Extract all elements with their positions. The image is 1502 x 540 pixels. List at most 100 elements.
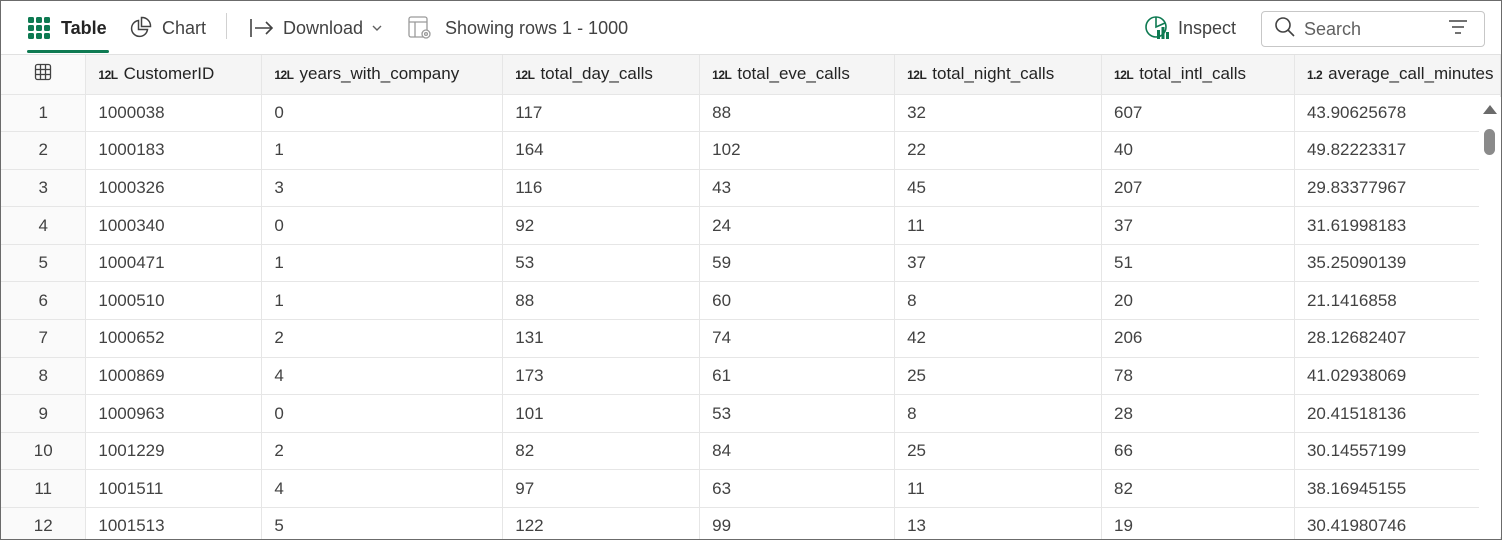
table-cell[interactable]: 32	[894, 94, 1103, 133]
table-cell[interactable]: 0	[261, 394, 504, 433]
table-row[interactable]: 3 1000326 3 116 43 45 207 29.83377967	[1, 169, 1501, 208]
table-cell[interactable]: 84	[699, 432, 896, 471]
table-cell[interactable]: 25	[894, 432, 1103, 471]
table-cell[interactable]: 28.12682407	[1294, 319, 1501, 358]
table-cell[interactable]: 43	[699, 169, 896, 208]
table-cell[interactable]: 31.61998183	[1294, 206, 1501, 245]
table-cell[interactable]: 1000326	[85, 169, 263, 208]
table-cell[interactable]: 43.90625678	[1294, 94, 1501, 133]
table-cell[interactable]: 82	[1101, 469, 1295, 509]
table-cell[interactable]: 4	[261, 357, 504, 396]
inspect-button[interactable]: Inspect	[1144, 1, 1236, 55]
table-cell[interactable]: 4	[261, 469, 504, 509]
row-number[interactable]: 2	[1, 131, 87, 170]
table-cell[interactable]: 1	[261, 131, 504, 170]
table-cell[interactable]: 1000652	[85, 319, 263, 358]
row-number[interactable]: 5	[1, 244, 87, 283]
table-cell[interactable]: 5	[261, 507, 504, 539]
column-header[interactable]: 12L total_night_calls	[894, 55, 1103, 95]
download-button[interactable]: Download	[249, 1, 383, 55]
table-cell[interactable]: 51	[1101, 244, 1295, 283]
vertical-scrollbar[interactable]	[1479, 97, 1501, 537]
table-cell[interactable]: 37	[894, 244, 1103, 283]
table-row[interactable]: 6 1000510 1 88 60 8 20 21.1416858	[1, 281, 1501, 321]
table-cell[interactable]: 49.82223317	[1294, 131, 1501, 170]
row-number[interactable]: 11	[1, 469, 87, 509]
table-cell[interactable]: 82	[502, 432, 701, 471]
table-cell[interactable]: 59	[699, 244, 896, 283]
table-row[interactable]: 4 1000340 0 92 24 11 37 31.61998183	[1, 206, 1501, 245]
table-cell[interactable]: 66	[1101, 432, 1295, 471]
table-row[interactable]: 11 1001511 4 97 63 11 82 38.16945155	[1, 469, 1501, 509]
table-cell[interactable]: 3	[261, 169, 504, 208]
table-cell[interactable]: 116	[502, 169, 701, 208]
column-header[interactable]: 12L years_with_company	[261, 55, 504, 95]
table-row[interactable]: 8 1000869 4 173 61 25 78 41.02938069	[1, 357, 1501, 396]
table-cell[interactable]: 30.14557199	[1294, 432, 1501, 471]
table-row[interactable]: 9 1000963 0 101 53 8 28 20.41518136	[1, 394, 1501, 433]
table-cell[interactable]: 78	[1101, 357, 1295, 396]
table-cell[interactable]: 1001511	[85, 469, 263, 509]
table-cell[interactable]: 2	[261, 319, 504, 358]
row-number[interactable]: 4	[1, 206, 87, 245]
row-number[interactable]: 8	[1, 357, 87, 396]
table-cell[interactable]: 1001513	[85, 507, 263, 539]
table-cell[interactable]: 20.41518136	[1294, 394, 1501, 433]
table-cell[interactable]: 173	[502, 357, 701, 396]
scroll-up-arrow-icon[interactable]	[1483, 105, 1497, 114]
table-cell[interactable]: 1000869	[85, 357, 263, 396]
column-header[interactable]: 12L total_intl_calls	[1101, 55, 1295, 95]
column-header[interactable]: 1.2 average_call_minutes	[1294, 55, 1501, 95]
table-cell[interactable]: 0	[261, 94, 504, 133]
table-row[interactable]: 10 1001229 2 82 84 25 66 30.14557199	[1, 432, 1501, 471]
row-number[interactable]: 12	[1, 507, 87, 539]
table-cell[interactable]: 8	[894, 281, 1103, 321]
table-cell[interactable]: 53	[699, 394, 896, 433]
filter-icon[interactable]	[1448, 19, 1468, 40]
row-number[interactable]: 10	[1, 432, 87, 471]
table-cell[interactable]: 24	[699, 206, 896, 245]
table-cell[interactable]: 607	[1101, 94, 1295, 133]
table-cell[interactable]: 117	[502, 94, 701, 133]
table-cell[interactable]: 1	[261, 244, 504, 283]
table-cell[interactable]: 1000183	[85, 131, 263, 170]
table-cell[interactable]: 0	[261, 206, 504, 245]
table-cell[interactable]: 53	[502, 244, 701, 283]
tab-chart[interactable]: Chart	[128, 1, 206, 55]
table-cell[interactable]: 45	[894, 169, 1103, 208]
table-cell[interactable]: 20	[1101, 281, 1295, 321]
column-header[interactable]: 12L CustomerID	[85, 55, 263, 95]
scroll-thumb[interactable]	[1484, 129, 1495, 155]
row-number[interactable]: 1	[1, 94, 87, 133]
column-header[interactable]: 12L total_eve_calls	[699, 55, 896, 95]
table-cell[interactable]: 1000038	[85, 94, 263, 133]
table-cell[interactable]: 30.41980746	[1294, 507, 1501, 539]
tab-table[interactable]: Table	[27, 1, 109, 55]
table-cell[interactable]: 131	[502, 319, 701, 358]
select-all-header[interactable]	[1, 55, 87, 95]
table-cell[interactable]: 99	[699, 507, 896, 539]
table-cell[interactable]: 164	[502, 131, 701, 170]
table-cell[interactable]: 22	[894, 131, 1103, 170]
table-cell[interactable]: 1000963	[85, 394, 263, 433]
table-cell[interactable]: 74	[699, 319, 896, 358]
table-cell[interactable]: 88	[502, 281, 701, 321]
table-cell[interactable]: 29.83377967	[1294, 169, 1501, 208]
row-number[interactable]: 6	[1, 281, 87, 321]
search-box[interactable]	[1261, 11, 1485, 47]
row-number[interactable]: 3	[1, 169, 87, 208]
table-cell[interactable]: 1001229	[85, 432, 263, 471]
table-cell[interactable]: 206	[1101, 319, 1295, 358]
table-cell[interactable]: 88	[699, 94, 896, 133]
table-cell[interactable]: 1000471	[85, 244, 263, 283]
table-cell[interactable]: 13	[894, 507, 1103, 539]
table-row[interactable]: 12 1001513 5 122 99 13 19 30.41980746	[1, 507, 1501, 539]
table-cell[interactable]: 37	[1101, 206, 1295, 245]
table-cell[interactable]: 25	[894, 357, 1103, 396]
table-cell[interactable]: 1000340	[85, 206, 263, 245]
table-cell[interactable]: 40	[1101, 131, 1295, 170]
table-cell[interactable]: 61	[699, 357, 896, 396]
table-cell[interactable]: 42	[894, 319, 1103, 358]
table-cell[interactable]: 1	[261, 281, 504, 321]
table-cell[interactable]: 11	[894, 469, 1103, 509]
